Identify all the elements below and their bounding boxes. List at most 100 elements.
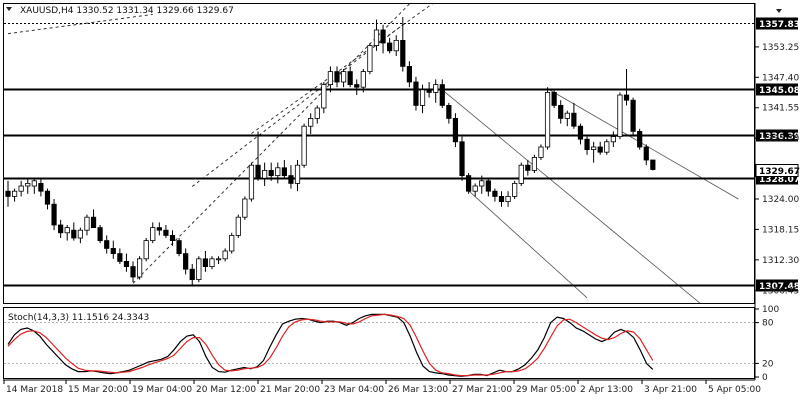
trendline xyxy=(468,190,588,299)
time-tick-label: 29 Mar 05:00 xyxy=(516,385,576,395)
candlesticks xyxy=(5,17,656,285)
trendline xyxy=(547,88,739,200)
time-tick-label: 21 Mar 20:00 xyxy=(260,385,320,395)
level-label-box xyxy=(756,129,798,142)
bear-candle xyxy=(525,164,531,171)
bull-candle xyxy=(209,258,215,267)
bear-candle xyxy=(255,164,261,179)
bull-candle xyxy=(150,227,156,242)
bull-candle xyxy=(222,250,228,260)
panel-collapse-arrow-icon[interactable] xyxy=(776,9,782,13)
bull-candle xyxy=(294,164,301,184)
trendline xyxy=(191,24,404,187)
bear-candle xyxy=(281,167,287,177)
bull-candle xyxy=(564,112,570,119)
level-label: 1336.39 xyxy=(759,132,800,142)
price-tick-label: 1324.00 xyxy=(762,195,799,205)
level-label: 1328.07 xyxy=(759,175,800,185)
bull-candle xyxy=(242,198,248,218)
time-tick-label: 15 Mar 20:00 xyxy=(68,385,128,395)
stoch-tick-label: 100 xyxy=(762,305,779,315)
bull-candle xyxy=(433,84,439,93)
bull-candle xyxy=(610,136,616,143)
bull-candle xyxy=(518,164,524,184)
bear-candle xyxy=(183,253,189,270)
price-tick-label: 1318.15 xyxy=(762,225,799,235)
bull-candle xyxy=(64,227,70,234)
bear-candle xyxy=(347,71,353,85)
bear-candle xyxy=(110,247,116,254)
bear-candle xyxy=(439,84,445,106)
bull-candle xyxy=(340,71,347,83)
time-tick-label: 23 Mar 04:00 xyxy=(324,385,384,395)
time-tick-label: 14 Mar 2018 xyxy=(6,385,63,395)
bear-candle xyxy=(577,125,584,140)
bear-candle xyxy=(189,268,195,281)
bear-candle xyxy=(426,89,432,93)
stochastic-lines xyxy=(4,313,754,377)
bull-candle xyxy=(538,146,544,158)
level-label-box xyxy=(756,279,798,292)
bear-candle xyxy=(71,229,77,239)
trendline xyxy=(7,13,153,35)
price-tick-label: 1341.55 xyxy=(762,104,799,114)
level-label: 1357.83 xyxy=(759,20,800,30)
bull-candle xyxy=(84,216,90,231)
bull-candle xyxy=(321,84,327,109)
bear-candle xyxy=(123,260,130,267)
level-label: 1307.48 xyxy=(759,282,800,292)
time-ticks: 14 Mar 2018 15 Mar 20:00 19 Mar 04:00 20 Ma… xyxy=(3,380,761,395)
bear-candle xyxy=(334,71,340,83)
bull-candle xyxy=(393,40,399,52)
time-tick-label: 2 Apr 13:00 xyxy=(580,385,633,395)
bull-candle xyxy=(136,258,143,278)
bull-candle xyxy=(367,45,373,72)
time-tick-label: 3 Apr 21:00 xyxy=(644,385,697,395)
bull-candle xyxy=(479,180,485,187)
time-tick-label: 5 Apr 05:00 xyxy=(708,385,761,395)
price-tick-label: 1335.70 xyxy=(762,134,799,144)
title-dropdown-arrow-icon[interactable] xyxy=(6,7,12,11)
bear-candle xyxy=(597,146,603,153)
bull-candle xyxy=(591,146,597,150)
bull-candle xyxy=(196,258,202,280)
bear-candle xyxy=(202,258,208,267)
bull-candle xyxy=(360,71,366,88)
bear-candle xyxy=(465,175,472,192)
bear-candle xyxy=(97,227,103,242)
bull-candle xyxy=(531,156,538,171)
bear-candle xyxy=(630,99,636,132)
bear-candle xyxy=(571,112,577,127)
bull-candle xyxy=(301,125,307,166)
bear-candle xyxy=(492,190,498,197)
bear-candle xyxy=(558,105,564,119)
price-tick-label: 1347.40 xyxy=(762,73,799,83)
bull-candle xyxy=(229,234,235,252)
bear-candle xyxy=(176,240,182,255)
time-tick-label: 19 Mar 04:00 xyxy=(132,385,192,395)
bear-candle xyxy=(643,146,649,161)
bear-candle xyxy=(485,180,491,192)
bull-candle xyxy=(505,195,511,202)
bear-candle xyxy=(117,253,123,262)
bear-candle xyxy=(380,29,386,44)
bear-candle xyxy=(104,240,110,249)
bull-candle xyxy=(262,169,268,179)
bear-candle xyxy=(400,40,406,67)
bear-candle xyxy=(650,159,656,170)
bear-candle xyxy=(623,94,630,101)
bear-candle xyxy=(90,216,97,228)
bear-candle xyxy=(406,66,412,83)
stoch-tick-label: 80 xyxy=(762,319,774,329)
bear-candle xyxy=(387,42,393,52)
bear-candle xyxy=(354,84,360,88)
price-tick-label: 1312.30 xyxy=(762,256,799,266)
bear-candle xyxy=(156,227,162,231)
bull-candle xyxy=(235,216,241,236)
horizontal-levels: 1357.83 1345.08 1336.39 1328.07 1307.48 1329.… xyxy=(4,17,800,292)
level-label: 1345.08 xyxy=(759,86,800,96)
bear-candle xyxy=(58,224,64,234)
bull-candle xyxy=(308,118,314,127)
bear-candle xyxy=(51,203,57,226)
